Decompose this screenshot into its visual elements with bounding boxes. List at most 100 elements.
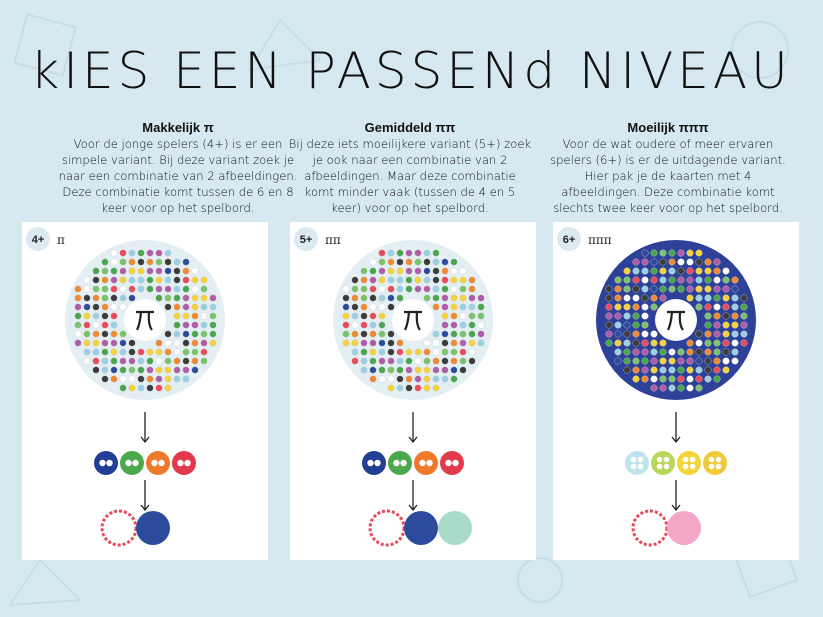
- board-dot: [200, 303, 208, 311]
- key-spot: [630, 463, 637, 470]
- board-dot: [378, 330, 386, 338]
- board-dot: [405, 285, 413, 293]
- board-dot: [101, 375, 109, 383]
- board-dot: [378, 375, 386, 383]
- board-dot: [351, 321, 359, 329]
- board-dot: [659, 294, 667, 302]
- level-column: Makkelijk π Voor de jonge spelers (4+) is…: [22, 120, 297, 560]
- board-dot: [101, 267, 109, 275]
- board-dot: [128, 384, 136, 392]
- board-dot: [360, 285, 368, 293]
- board-dot: [432, 258, 440, 266]
- board-dot: [468, 339, 476, 347]
- mascot: [136, 310, 154, 331]
- level-description: komt minder vaak (tussen de 4 en 5: [305, 185, 516, 199]
- board-dot: [405, 258, 413, 266]
- board-dot: [396, 375, 404, 383]
- key-spot: [125, 459, 132, 467]
- start-card: [100, 509, 138, 547]
- board-dot: [668, 366, 676, 374]
- board-dot: [164, 285, 172, 293]
- board-dot: [641, 294, 649, 302]
- board-dot: [695, 330, 703, 338]
- board-dot: [623, 303, 631, 311]
- board-dot: [396, 348, 404, 356]
- arrow-head: [140, 504, 150, 512]
- board-dot: [128, 267, 136, 275]
- board-dot: [704, 357, 712, 365]
- board-dot: [722, 276, 730, 284]
- board-dot: [101, 303, 109, 311]
- board-dot: [659, 267, 667, 275]
- board-dot: [119, 348, 127, 356]
- board-dot: [477, 294, 485, 302]
- board-dot: [137, 357, 145, 365]
- board-dot: [632, 312, 640, 320]
- board-dot: [468, 357, 476, 365]
- board-dot: [387, 384, 395, 392]
- board-dot: [740, 303, 748, 311]
- board-dot: [459, 294, 467, 302]
- board-dot: [164, 357, 172, 365]
- board-center: [655, 299, 697, 341]
- board-dot: [677, 366, 685, 374]
- board-dot: [686, 267, 694, 275]
- board-dot: [387, 375, 395, 383]
- board-dot: [173, 312, 181, 320]
- board-dot: [83, 303, 91, 311]
- board-dot: [459, 303, 467, 311]
- board-dot: [740, 330, 748, 338]
- board-dot: [110, 348, 118, 356]
- board-dot: [450, 312, 458, 320]
- board-dot: [695, 285, 703, 293]
- level-description: naar een combinatie van 2 afbeeldingen.: [59, 169, 298, 183]
- board-dot: [119, 285, 127, 293]
- board-dot: [369, 357, 377, 365]
- board-dot: [101, 258, 109, 266]
- key-card: [703, 451, 727, 475]
- board-dot: [92, 366, 100, 374]
- board-dot: [650, 339, 658, 347]
- level-description: simpele variant. Bij deze variant zoek j…: [62, 153, 294, 167]
- board-dot: [74, 285, 82, 293]
- match-card: [438, 511, 472, 545]
- key-spot: [630, 456, 637, 463]
- board-dot: [74, 321, 82, 329]
- board-dot: [110, 357, 118, 365]
- board-dot: [432, 357, 440, 365]
- board-dot: [92, 267, 100, 275]
- board-dot: [200, 276, 208, 284]
- board-dot: [731, 303, 739, 311]
- board-dot: [605, 294, 613, 302]
- board-dot: [450, 294, 458, 302]
- board-dot: [92, 276, 100, 284]
- board-dot: [182, 267, 190, 275]
- board-dot: [459, 366, 467, 374]
- key-card: [146, 451, 170, 475]
- board-dot: [387, 339, 395, 347]
- board-dot: [713, 267, 721, 275]
- board-dot: [632, 321, 640, 329]
- board-dot: [704, 303, 712, 311]
- board-dot: [137, 384, 145, 392]
- board-dot: [110, 375, 118, 383]
- board-dot: [146, 285, 154, 293]
- board-dot: [713, 330, 721, 338]
- board-dot: [459, 267, 467, 275]
- board-dot: [155, 258, 163, 266]
- board-dot: [632, 366, 640, 374]
- board-dot: [650, 258, 658, 266]
- level-description: je ook naar een combinatie van 2: [312, 153, 508, 167]
- board-dot: [659, 375, 667, 383]
- board-dot: [137, 366, 145, 374]
- board-dot: [459, 312, 467, 320]
- board-dot: [668, 285, 676, 293]
- board-dot: [146, 384, 154, 392]
- board-dot: [641, 348, 649, 356]
- board-dot: [182, 330, 190, 338]
- board-dot: [119, 294, 127, 302]
- board-dot: [405, 267, 413, 275]
- board-dot: [414, 249, 422, 257]
- board-dot: [450, 366, 458, 374]
